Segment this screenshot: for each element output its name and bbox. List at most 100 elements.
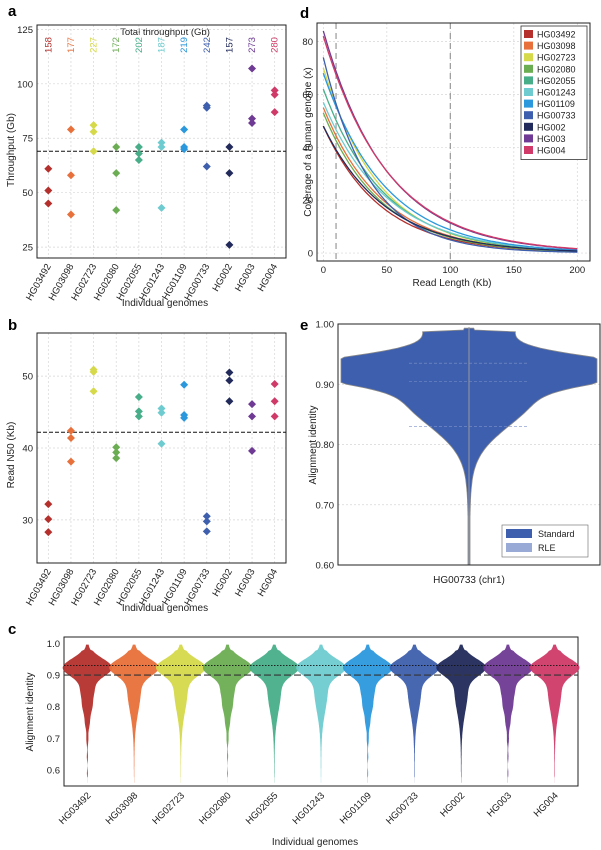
panel-label-a: a [8,3,17,20]
panel-a-point-HG02080 [112,206,121,215]
panel-c-xtick: HG02723 [150,790,187,827]
panel-a-total-HG02723: 227 [89,37,100,53]
panel-c-xtick: HG01109 [338,790,374,826]
panel-e-legend-label: Standard [538,529,575,539]
panel-a-point-HG02080 [112,169,121,178]
panel-a-frame [36,24,287,259]
panel-b-point-HG01109 [180,380,189,389]
panel-b-point-HG03098 [66,433,75,442]
panel-a-point-HG02055 [134,156,143,165]
panel-d-legend-label: HG02723 [537,53,576,63]
panel-c-xlabel: Individual genomes [272,837,358,848]
panel-d-line-HG004 [322,36,578,250]
panel-d-line-HG002 [322,125,578,252]
panel-b-point-HG00733 [202,527,211,536]
panel-d-line-HG01109 [322,72,578,251]
panel-c-violin-HG002 [436,644,486,783]
panel-a-point-HG02723 [89,147,98,156]
panel-a-point-HG02055 [134,149,143,158]
panel-c-violin-HG02055 [249,644,300,783]
panel-e-legend-label: RLE [538,543,556,553]
panel-c-violin-HG02080 [202,644,253,783]
panel-b-ytick: 50 [22,372,33,383]
panel-a-total-HG004: 280 [270,37,281,53]
panel-d-legend-swatch-HG002 [524,122,533,131]
panel-c-xtick: HG004 [532,790,561,819]
panel-a-ytick: 100 [17,79,33,90]
panel-a-total-HG02080: 172 [111,37,122,53]
panel-d-ylabel: Coverage of a human genome (x) [303,67,314,217]
panel-d-legend-label: HG00733 [537,111,576,121]
panel-a-point-HG003 [248,64,257,73]
panel-b-point-HG01109 [180,413,189,422]
panel-b-point-HG03492 [44,528,53,537]
panel-d-xtick: 200 [569,265,585,276]
panel-e-ytick: 0.70 [316,500,335,511]
panel-c-xtick: HG03098 [104,790,141,827]
panel-b-read-n50: Individual genomes Read N50 (Kb) 30 40 50 H… [6,332,287,614]
panel-a-point-HG03492 [44,186,53,195]
panel-a-ylabel: Throughput (Gb) [6,113,17,187]
panel-b-point-HG03492 [44,500,53,509]
panel-c-xtick: HG02055 [244,790,281,827]
panel-b-ytick: 30 [22,515,33,526]
panel-a-point-HG004 [270,108,279,117]
panel-a-throughput: Total throughput (Gb) Individual genomes… [6,24,287,309]
panel-a-ytick: 50 [22,188,33,199]
panel-d-xlabel: Read Length (Kb) [413,278,492,289]
panel-d-xtick: 0 [321,265,326,276]
panel-d-xtick: 100 [442,265,458,276]
panel-a-xtick: HG002 [210,262,235,294]
panel-a-point-HG03492 [44,199,53,208]
panel-b-point-HG03492 [44,515,53,524]
panel-c-violin-HG03492 [62,644,112,783]
panel-b-point-HG002 [225,397,234,406]
panel-c-ytick: 0.8 [47,702,60,713]
panel-e-ytick: 0.60 [316,561,335,572]
panel-d-legend-swatch-HG03098 [524,41,533,50]
panel-a-point-HG03098 [66,171,75,180]
panel-a-total-HG03492: 158 [43,37,54,53]
panel-a-point-HG01109 [180,125,189,134]
panel-d-legend-swatch-HG03492 [524,30,533,38]
panel-d-legend-label: HG01109 [537,99,575,109]
panel-c-xtick: HG01243 [291,790,328,827]
panel-c-violin-HG02723 [156,644,206,783]
panel-a-point-HG01243 [157,138,166,147]
panel-b-point-HG00733 [202,517,211,526]
panel-d-legend-swatch-HG00733 [524,111,533,120]
panel-d-legend-swatch-HG004 [524,146,533,154]
panel-d-xtick: 150 [506,265,522,276]
panel-c-xtick: HG03492 [57,790,94,827]
panel-c-xtick: HG003 [485,790,514,819]
panel-a-point-HG01109 [180,145,189,154]
panel-c-xtick: HG02080 [197,790,234,827]
panel-b-point-HG02723 [89,387,98,396]
panel-b-xlabel: Individual genomes [122,603,208,614]
panel-a-point-HG004 [270,90,279,99]
panel-d-ytick: 80 [302,37,313,48]
panel-label-d: d [300,5,309,22]
panel-b-point-HG004 [270,397,279,406]
panel-c-frame [63,636,579,787]
panel-a-point-HG02080 [112,142,121,151]
panel-a-ytick: 75 [22,134,33,145]
panel-e-legend-swatch-Standard [506,529,532,538]
panel-label-c: c [8,621,16,638]
panel-b-point-HG003 [248,400,257,409]
panel-c-alignment-violins: Individual genomes Alignment identity 1.… [25,636,580,848]
panel-a-point-HG00733 [202,162,211,171]
panel-b-point-HG02080 [112,443,121,452]
panel-a-point-HG01243 [157,142,166,151]
panel-d-legend-label: HG02055 [537,76,576,86]
panel-d-ytick: 20 [302,196,313,207]
panel-d-legend-label: HG003 [537,134,566,144]
panel-a-total-HG02055: 202 [134,37,145,53]
panel-c-violin-HG01109 [343,644,393,783]
panel-c-ylabel: Alignment identity [25,673,36,752]
panel-d-ytick: 40 [302,143,313,154]
panel-b-point-HG03098 [66,457,75,466]
panel-d-ytick: 0 [308,249,313,260]
panel-e-legend-swatch-RLE [506,543,532,552]
panel-e-ytick: 1.00 [316,320,335,331]
